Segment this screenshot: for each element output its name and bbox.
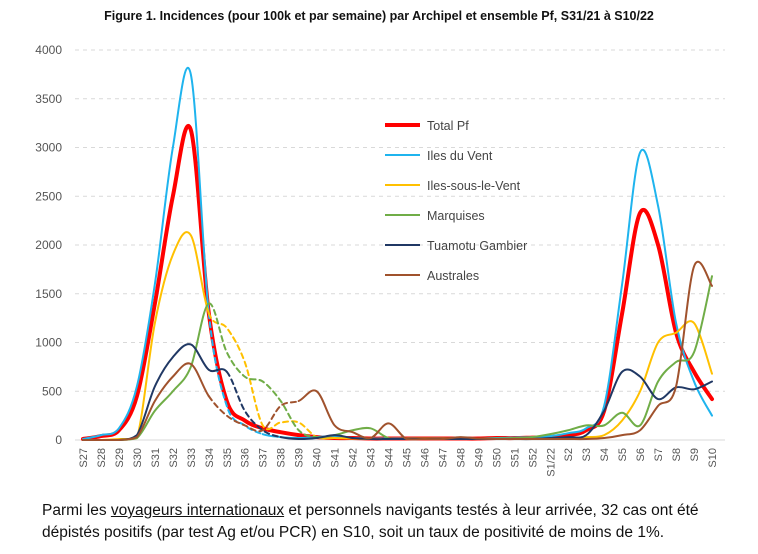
x-tick-label: S44: [384, 448, 396, 468]
x-tick-label: S36: [240, 448, 252, 468]
series-line-tuamotu-gambier: [225, 370, 282, 439]
series-line-australes: [297, 260, 713, 441]
y-tick-label: 1500: [35, 287, 62, 301]
series-line-marquises: [207, 302, 318, 439]
series-line-iles-du-vent: [82, 66, 210, 441]
chart-title: Figure 1. Incidences (pour 100k et par s…: [104, 9, 654, 23]
y-tick-label: 3000: [35, 141, 62, 155]
x-tick-label: S28: [96, 448, 108, 468]
legend-label: Australes: [427, 269, 479, 283]
x-tick-label: S37: [258, 448, 270, 468]
series-line-iles-sous-le-vent: [315, 320, 713, 441]
legend-label: Iles du Vent: [427, 149, 493, 163]
series-line-australes: [82, 362, 210, 441]
paragraph-text-end: et personnels navigants testés à leur ar…: [42, 502, 699, 541]
x-tick-label: S30: [132, 448, 144, 468]
x-tick-label: S29: [114, 448, 126, 468]
x-tick-label: S5: [617, 448, 629, 461]
series-line-tuamotu-gambier: [279, 368, 713, 441]
x-tick-label: S41: [330, 448, 342, 468]
y-tick-label: 0: [55, 433, 62, 447]
x-tick-label: S40: [312, 448, 324, 468]
x-tick-label: S4: [599, 448, 611, 461]
y-tick-label: 2000: [35, 238, 62, 252]
legend-label: Iles-sous-le-Vent: [427, 179, 521, 193]
paragraph-text-start: Parmi les: [42, 502, 111, 519]
line-chart: 0 500 1000 1500 2000 2500 3000 3500 4000 S27 S28 S2…: [35, 43, 725, 477]
y-tick-label: 4000: [35, 43, 62, 57]
x-tick-label: S10: [707, 448, 719, 468]
x-tick-label: S8: [671, 448, 683, 461]
x-tick-label: S34: [204, 448, 216, 468]
x-tick-label: S6: [635, 448, 647, 461]
x-tick-label: S3: [581, 448, 593, 461]
legend-label: Marquises: [427, 209, 485, 223]
x-tick-label: S1/22: [545, 448, 557, 477]
x-tick-label: S35: [222, 448, 234, 468]
x-tick-label: S48: [455, 448, 467, 468]
x-tick-label: S49: [473, 448, 485, 468]
legend-label: Tuamotu Gambier: [427, 239, 527, 253]
x-tick-label: S52: [527, 448, 539, 468]
paragraph-underlined-text: voyageurs internationaux: [110, 502, 285, 519]
x-tick-label: S9: [689, 448, 701, 461]
x-tick-label: S33: [186, 448, 198, 468]
y-tick-label: 3500: [35, 92, 62, 106]
x-tick-label: S2: [563, 448, 575, 461]
x-tick-label: S43: [366, 448, 378, 468]
series-line-total-pf: [81, 124, 714, 442]
x-tick-label: S47: [437, 448, 449, 468]
x-tick-label: S45: [401, 448, 413, 468]
x-tick-label: S38: [276, 448, 288, 468]
x-tick-label: S51: [509, 448, 521, 468]
x-tick-label: S50: [491, 448, 503, 468]
series-line-tuamotu-gambier: [82, 343, 228, 441]
legend-label: Total Pf: [427, 119, 469, 133]
x-tick-label: S46: [419, 448, 431, 468]
series-line-iles-sous-le-vent: [207, 312, 318, 439]
y-tick-label: 1000: [35, 336, 62, 350]
x-tick-label: S42: [348, 448, 360, 468]
x-tick-label: S31: [150, 448, 162, 468]
x-tick-label: S27: [78, 448, 90, 468]
x-tick-label: S32: [168, 448, 180, 468]
y-tick-label: 2500: [35, 189, 62, 203]
y-tick-label: 500: [42, 384, 62, 398]
x-tick-label: S7: [653, 448, 665, 461]
series-line-iles-du-vent: [207, 312, 264, 436]
caption-paragraph: Parmi les voyageurs internationaux et pe…: [42, 500, 742, 544]
series-line-australes: [207, 395, 300, 433]
x-tick-label: S39: [294, 448, 306, 468]
